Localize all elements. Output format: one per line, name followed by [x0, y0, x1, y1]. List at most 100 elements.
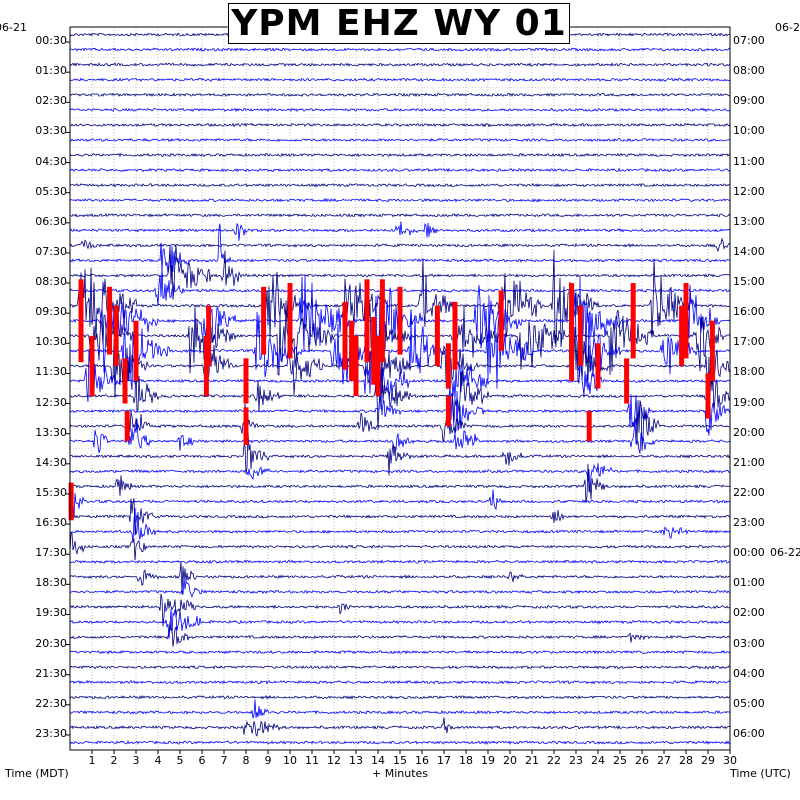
clipped-burst [709, 320, 715, 381]
seismic-trace [69, 577, 731, 598]
clipped-burst [445, 343, 451, 389]
right-time-label: 21:00 [733, 455, 765, 469]
x-tick-label: 14 [371, 754, 385, 767]
seismic-trace [69, 385, 731, 436]
seismic-trace [69, 137, 731, 143]
left-time-label: 03:30 [35, 124, 67, 138]
x-tick-label: 11 [305, 754, 319, 767]
seismic-trace [69, 508, 731, 543]
right-date-label-top: 06-22 [775, 21, 800, 34]
x-tick-label: 2 [110, 754, 118, 767]
seismic-trace [69, 486, 731, 519]
seismic-trace [69, 348, 731, 403]
clipped-burst [679, 305, 685, 366]
x-tick-label: 28 [679, 754, 693, 767]
left-time-label: 13:30 [35, 425, 67, 439]
seismic-trace [69, 463, 731, 493]
right-time-label: 07:00 [733, 34, 765, 48]
clipped-burst [586, 411, 592, 442]
right-time-label: 12:00 [733, 184, 765, 198]
x-tick-label: 9 [264, 754, 272, 767]
right-time-label: 09:00 [733, 94, 765, 108]
x-tick-label: 15 [393, 754, 407, 767]
seismic-trace [69, 561, 731, 595]
x-tick-label: 6 [198, 754, 206, 767]
clipped-burst [243, 407, 249, 445]
clipped-burst [124, 411, 130, 442]
seismic-trace [69, 531, 731, 561]
seismic-trace [69, 559, 730, 565]
right-time-label: 16:00 [733, 305, 765, 319]
seismic-trace [69, 694, 731, 700]
right-time-label: 04:00 [733, 666, 765, 680]
seismic-trace [69, 740, 731, 745]
x-tick-label: 10 [283, 754, 297, 767]
right-time-label: 15:00 [733, 275, 765, 289]
seismic-trace [69, 498, 731, 536]
clipped-burst [371, 316, 377, 385]
clipped-burst [595, 343, 601, 389]
left-time-label: 15:30 [35, 485, 67, 499]
x-tick-label: 19 [481, 754, 495, 767]
seismic-trace [69, 183, 730, 188]
clipped-burst [122, 358, 128, 404]
clipped-burst [569, 320, 575, 381]
seismic-trace [69, 418, 731, 454]
clipped-burst [379, 279, 385, 363]
left-time-label: 18:30 [35, 576, 67, 590]
seismic-trace [69, 212, 731, 218]
clipped-burst [68, 482, 74, 521]
clipped-burst [364, 279, 370, 363]
x-tick-label: 4 [154, 754, 162, 767]
seismic-trace [69, 609, 731, 639]
left-time-label: 08:30 [35, 275, 67, 289]
clipped-burst [78, 279, 84, 363]
right-time-label: 03:00 [733, 636, 765, 650]
right-time-label: 19:00 [733, 395, 765, 409]
clipped-burst [630, 283, 636, 359]
trace-layer [69, 32, 731, 745]
left-time-label: 16:30 [35, 516, 67, 530]
chart-title: YPM EHZ WY 01 [228, 3, 570, 44]
right-time-label: 23:00 [733, 516, 765, 530]
seismic-trace [69, 679, 731, 685]
clipped-burst [261, 286, 267, 355]
x-tick-label: 23 [569, 754, 583, 767]
seismic-trace [69, 92, 731, 98]
clipped-burst [243, 358, 249, 404]
seismic-trace [69, 107, 731, 113]
x-tick-label: 3 [132, 754, 140, 767]
left-time-label: 11:30 [35, 365, 67, 379]
clipped-burst [683, 283, 689, 359]
seismic-trace [69, 223, 731, 274]
x-tick-label: 21 [525, 754, 539, 767]
clipped-burst [705, 373, 711, 419]
left-time-label: 02:30 [35, 94, 67, 108]
clipped-burst [133, 320, 139, 381]
left-time-label: 23:30 [35, 726, 67, 740]
right-time-label: 08:00 [733, 64, 765, 78]
tick-layer [66, 41, 731, 754]
clipped-burst [498, 290, 504, 351]
seismic-trace [69, 399, 731, 451]
x-tick-label: 22 [547, 754, 561, 767]
left-time-label: 09:30 [35, 305, 67, 319]
seismic-trace [69, 649, 731, 655]
seismic-trace [69, 62, 731, 68]
x-tick-label: 16 [415, 754, 429, 767]
seismic-trace [70, 122, 731, 128]
seismic-trace [69, 245, 731, 300]
left-axis-label: Time (MDT) [5, 767, 69, 780]
seismic-trace [69, 717, 731, 737]
seismic-trace [69, 429, 731, 476]
seismic-trace [69, 621, 731, 647]
clipped-burst [397, 286, 403, 355]
seismic-trace [69, 167, 731, 173]
left-time-label: 04:30 [35, 154, 67, 168]
right-time-label: 01:00 [733, 576, 765, 590]
seismic-trace [69, 463, 731, 503]
clipped-burst [445, 396, 451, 427]
seismic-trace [69, 47, 731, 52]
clipped-burst [452, 301, 458, 370]
x-axis-label: + Minutes [372, 767, 429, 780]
